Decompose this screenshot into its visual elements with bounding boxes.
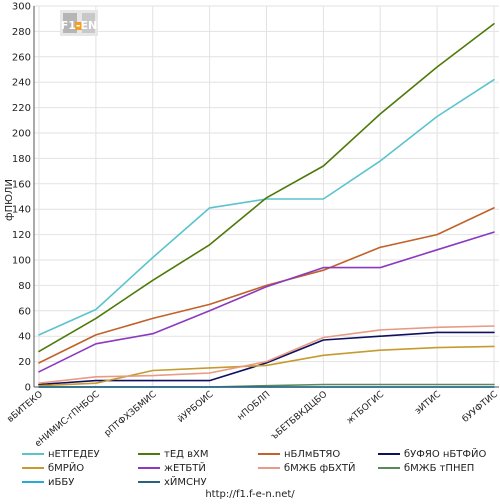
y-tick-label: 180	[12, 154, 31, 165]
legend-item: нБЛмБТЯО	[258, 449, 340, 460]
y-tick-label: 220	[12, 103, 31, 114]
logo-right-block	[82, 13, 95, 33]
series-line-1	[38, 22, 495, 353]
legend-label: тЕД вХМ	[164, 449, 209, 460]
legend-label: бМРЙО	[48, 461, 84, 474]
f1-en-logo: F1-EN	[60, 10, 98, 36]
legend-label: иББУ	[48, 477, 74, 488]
y-tick-label: 200	[12, 129, 31, 140]
y-tick-label: 140	[12, 205, 31, 216]
series-line-4	[38, 345, 495, 387]
gridlines	[34, 5, 499, 388]
series-line-5	[38, 231, 495, 373]
y-tick-label: 100	[12, 256, 31, 267]
legend-item: хЙМСНУ	[138, 475, 207, 488]
legend-label: хЙМСНУ	[164, 475, 207, 488]
y-tick-label: 0	[25, 383, 31, 394]
legend-item: нЕТГЕДЕУ	[22, 449, 100, 460]
y-tick-label: 40	[18, 332, 31, 343]
legend-item: бМЖБ фБХТЙ	[258, 461, 355, 474]
y-tick-label: 260	[12, 52, 31, 63]
y-tick-label: 20	[18, 357, 31, 368]
series-lines	[38, 22, 495, 388]
logo-dash-block	[75, 22, 82, 30]
legend-item: бМРЙО	[22, 461, 84, 474]
legend-item: тЕД вХМ	[138, 449, 209, 460]
y-tick-label: 120	[12, 230, 31, 241]
logo-left-block	[63, 13, 77, 33]
legend-label: нЕТГЕДЕУ	[48, 449, 100, 460]
y-axis-ticks: 0 20 40 60 80 100 120 140 160 180 200 220 240 260 280 3…	[12, 2, 31, 394]
legend: нЕТГЕДЕУ тЕД вХМ нБЛмБТЯО бУФЯО нБТФЙО бМРЙО…	[22, 447, 486, 488]
y-axis-label: фПЮЛИ	[4, 179, 15, 221]
legend-label: жЕТБТЙ	[164, 461, 206, 474]
y-tick-label: 60	[18, 306, 31, 317]
footer-url[interactable]: http://f1.f-e-n.net/	[205, 489, 295, 500]
y-tick-label: 300	[12, 2, 31, 13]
y-tick-label: 160	[12, 179, 31, 190]
legend-label: бМЖБ фБХТЙ	[284, 461, 355, 474]
legend-label: бМЖБ тПНЕП	[404, 463, 474, 474]
legend-item: бУФЯО нБТФЙО	[378, 447, 486, 460]
legend-item: жЕТБТЙ	[138, 461, 206, 474]
y-tick-label: 240	[12, 78, 31, 89]
legend-item: иББУ	[22, 477, 74, 488]
series-line-2	[38, 207, 495, 364]
logo-text: F1-EN	[61, 19, 97, 32]
series-line-3	[38, 331, 495, 386]
legend-item: бМЖБ тПНЕП	[378, 463, 474, 474]
legend-label: нБЛмБТЯО	[284, 449, 340, 460]
series-line-6	[38, 325, 495, 385]
legend-label: бУФЯО нБТФЙО	[404, 447, 486, 460]
y-tick-label: 80	[18, 281, 31, 292]
series-line-0	[38, 78, 495, 336]
y-tick-label: 280	[12, 27, 31, 38]
